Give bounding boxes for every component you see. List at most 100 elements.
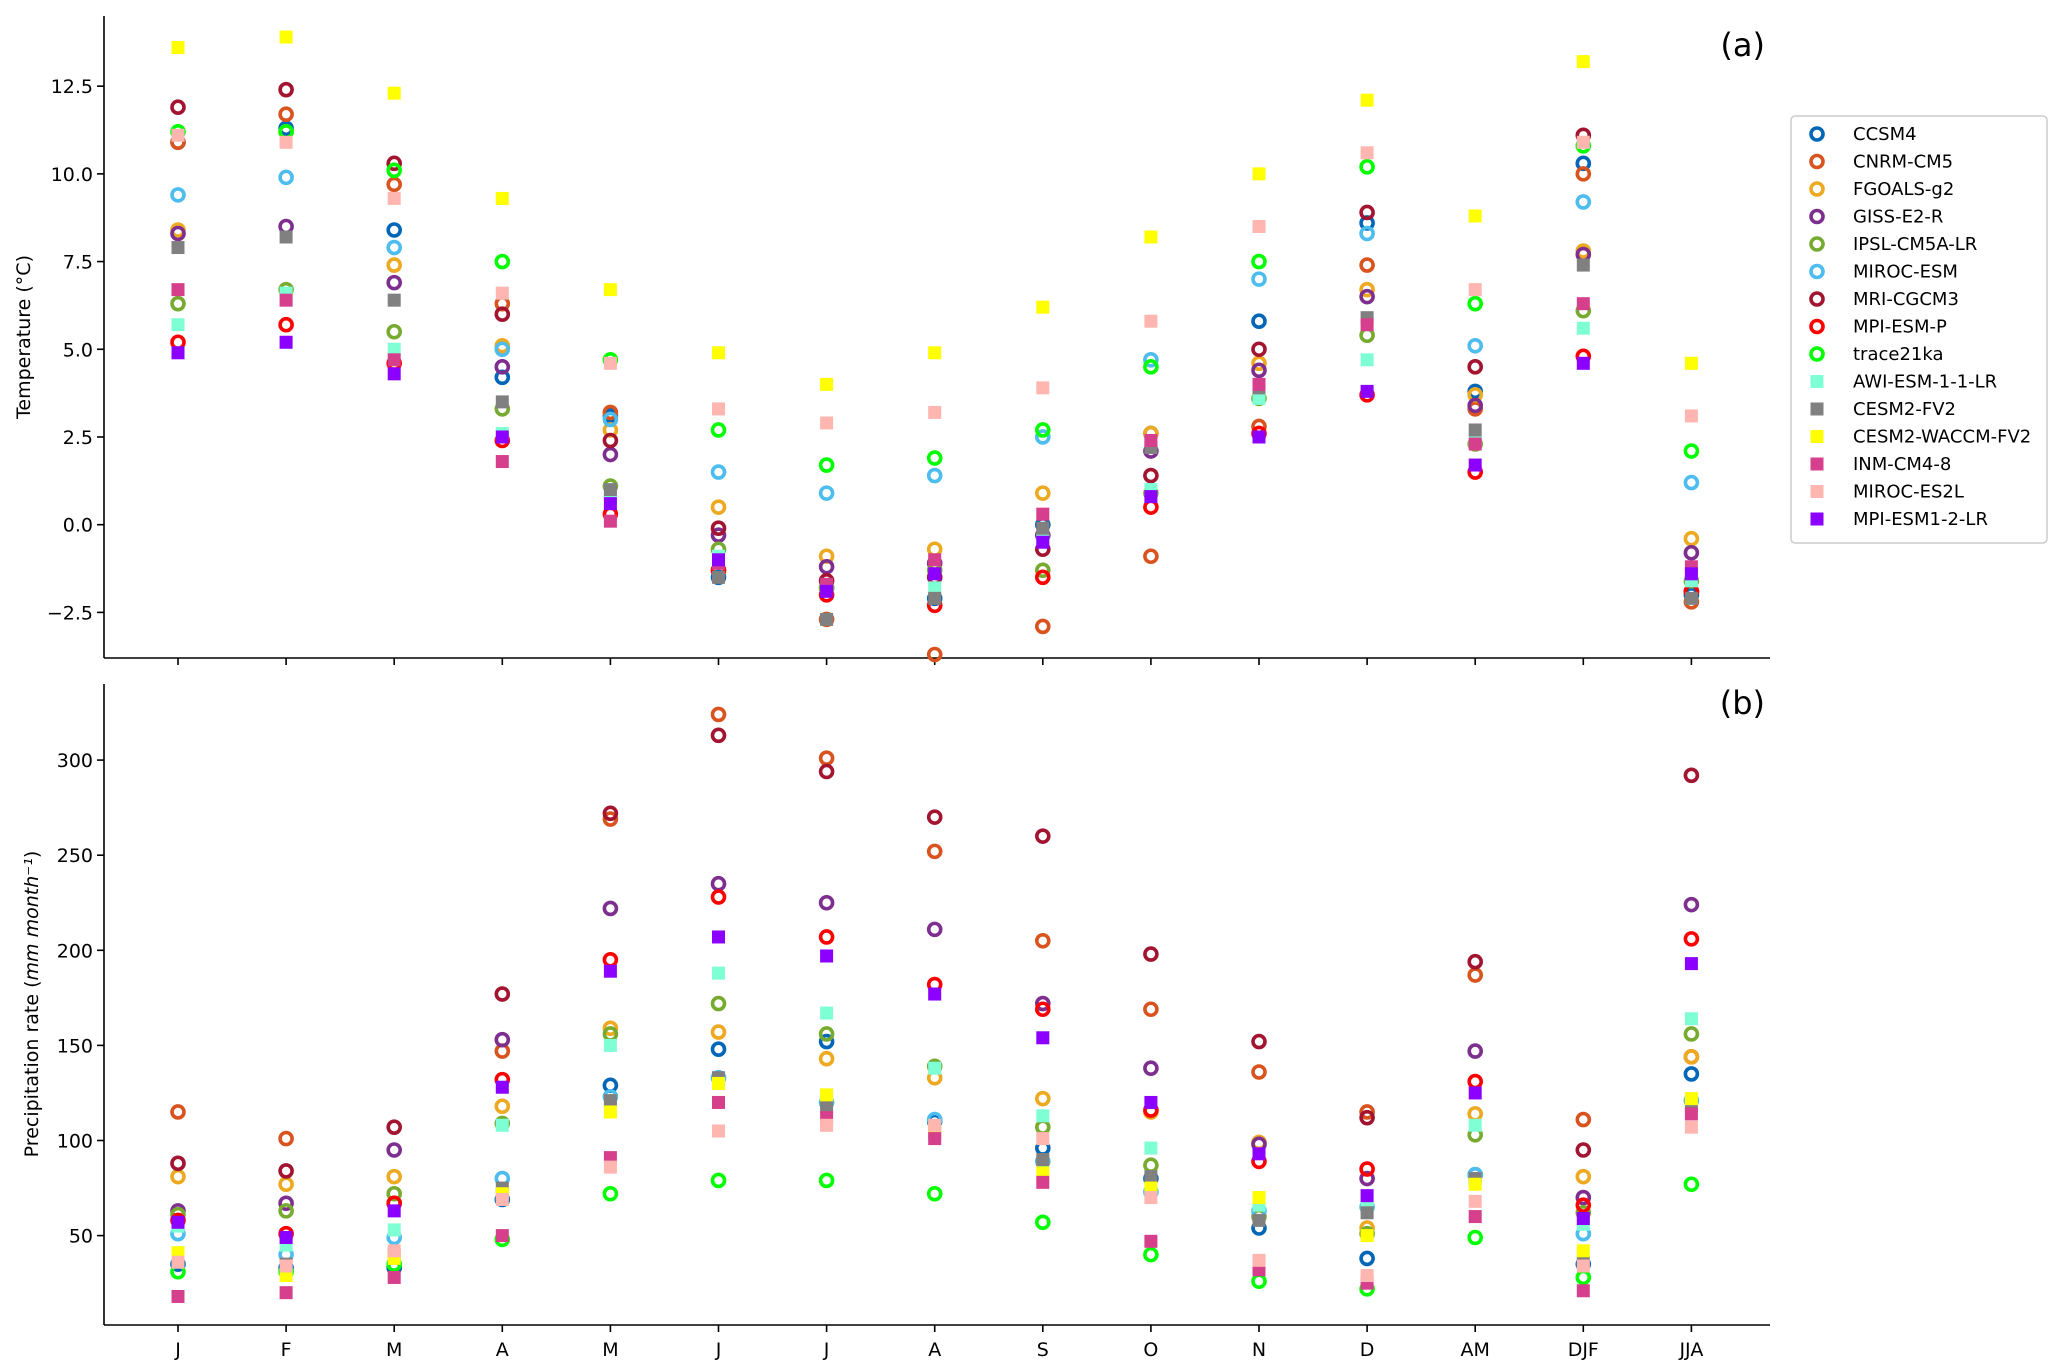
point-a-cnrm-cm5-4 [602,404,619,421]
point-a-cesm2-waccm-fv2-1 [279,30,293,44]
legend-frame [1790,115,2048,544]
point-a-giss-e2-r-6 [818,558,835,575]
point-b-ipsl-cm5a-lr-8 [1035,1119,1051,1135]
point-a-giss-e2-r-5 [710,527,727,544]
point-a-inm-cm4-8-7 [928,553,942,567]
point-b-awi-esm-1-1-lr-8 [1036,1109,1050,1123]
point-b-mpi-esm1-2-lr-6 [820,949,834,963]
point-b-inm-cm4-8-0 [171,1289,185,1303]
panel-b-y-axis-label: Precipitation rate (mm month⁻¹) [21,851,43,1158]
point-a-mri-cgcm3-1 [278,81,294,98]
point-b-mpi-esm-p-13 [1575,1197,1592,1213]
point-b-mpi-esm-p-4 [602,952,619,968]
point-a-giss-e2-r-2 [386,274,403,291]
temperature-panel: −2.5 0.0 2.5 5.0 7.5 10.0 12.5 Temperature (°C… [13,16,1770,665]
panel-b-x-ticks: J F M A M J J A S O N D AM DJF JJA [174,1325,1703,1361]
point-b-fgoals-g2-13 [1575,1168,1592,1185]
point-a-mpi-esm1-2-lr-7 [928,567,942,581]
legend: CCSM4 CNRM-CM5 FGOALS-g2 GISS-E2-R IPSL-CM5A… [1790,115,2048,544]
point-a-awi-esm-1-1-lr-0 [171,318,185,332]
point-b-inm-cm4-8-12 [1468,1210,1482,1224]
panel-b-y-tick-label: 200 [57,940,93,962]
point-b-inm-cm4-8-1 [279,1286,293,1300]
point-a-cesm2-waccm-fv2-4 [603,283,617,297]
panel-b-y-tick-label: 100 [57,1130,93,1152]
point-b-mpi-esm1-2-lr-5 [712,930,725,944]
point-a-giss-e2-r-4 [602,446,619,463]
point-a-miroc-es2l-7 [928,405,942,419]
point-a-inm-cm4-8-13 [1576,297,1590,311]
point-b-awi-esm-1-1-lr-3 [495,1118,509,1132]
point-b-miroc-es2l-11 [1360,1269,1374,1283]
point-b-fgoals-g2-12 [1467,1106,1483,1122]
point-a-awi-esm-1-1-lr-2 [387,342,401,356]
point-a-cesm2-waccm-fv2-0 [171,41,185,55]
legend-marker-mpi-esm1-2-lr [1810,512,1824,526]
point-b-giss-e2-r-2 [386,1142,403,1158]
point-a-ccsm4-10 [1251,313,1267,330]
point-a-giss-e2-r-10 [1251,362,1267,379]
panel-a-x-ticks [177,658,1693,665]
point-b-mpi-esm1-2-lr-8 [1036,1031,1050,1045]
point-a-miroc-esm-4 [602,411,619,428]
point-b-cnrm-cm5-1 [278,1130,294,1147]
point-a-ipsl-cm5a-lr-2 [386,323,403,340]
point-b-trace21ka-12 [1467,1229,1483,1246]
panel-a-y-tick-label: 10.0 [51,164,93,186]
point-a-mpi-esm1-2-lr-9 [1144,490,1158,504]
legend-marker-mpi-esm-p [1809,318,1825,335]
point-a-trace21ka-12 [1467,295,1483,312]
point-b-mpi-esm-p-14 [1683,931,1700,947]
point-a-cesm2-fv2-2 [387,293,401,307]
point-b-miroc-es2l-6 [820,1118,834,1132]
x-tick-label-f-1: F [281,1339,292,1361]
point-a-inm-cm4-8-9 [1144,433,1158,447]
legend-marker-ccsm4 [1809,126,1825,142]
point-b-fgoals-g2-4 [602,1020,619,1037]
point-a-miroc-es2l-13 [1576,135,1590,149]
legend-marker-miroc-esm [1809,263,1825,280]
point-b-cesm2-waccm-fv2-4 [603,1105,617,1119]
panel-a-y-tick-label: −2.5 [47,602,93,624]
point-b-mpi-esm1-2-lr-7 [928,987,942,1001]
point-a-cnrm-cm5-1 [278,106,294,123]
point-b-mpi-esm1-2-lr-14 [1684,957,1698,971]
point-a-giss-e2-r-14 [1683,544,1700,561]
legend-marker-cesm2-fv2 [1810,402,1824,416]
point-b-miroc-es2l-10 [1252,1253,1266,1267]
point-a-miroc-esm-0 [170,187,186,203]
point-a-mpi-esm-p-1 [278,316,294,333]
point-a-miroc-es2l-3 [495,286,509,300]
point-a-mpi-esm1-2-lr-14 [1684,567,1698,581]
panel-a-label: (a) [1720,26,1765,64]
point-b-cesm2-waccm-fv2-13 [1576,1244,1590,1258]
point-b-cesm2-waccm-fv2-10 [1252,1191,1266,1205]
point-b-mpi-esm1-2-lr-3 [495,1080,509,1094]
point-b-inm-cm4-8-14 [1684,1107,1698,1121]
point-b-cesm2-fv2-4 [603,1094,617,1108]
point-b-mpi-esm1-2-lr-12 [1468,1086,1482,1100]
point-b-cesm2-fv2-6 [820,1099,834,1113]
point-a-inm-cm4-8-0 [171,283,185,297]
point-b-ccsm4-6 [818,1033,835,1050]
x-tick-label-a-7: A [928,1339,941,1361]
point-a-trace21ka-2 [386,162,403,179]
point-b-inm-cm4-8-7 [928,1132,942,1146]
point-a-mpi-esm1-2-lr-4 [603,497,617,511]
point-b-trace21ka-14 [1683,1176,1700,1193]
point-b-fgoals-g2-5 [710,1024,727,1040]
point-b-fgoals-g2-3 [494,1098,511,1115]
point-a-mri-cgcm3-0 [170,99,186,116]
point-b-fgoals-g2-6 [818,1050,835,1067]
point-a-miroc-es2l-14 [1684,409,1698,423]
point-a-cesm2-fv2-1 [279,230,293,244]
point-b-fgoals-g2-2 [386,1168,403,1185]
point-b-mpi-esm1-2-lr-2 [387,1204,401,1218]
point-a-cesm2-fv2-7 [928,591,942,605]
point-a-cnrm-cm5-9 [1143,548,1159,565]
x-tick-label-a-3: A [496,1339,509,1361]
point-b-fgoals-g2-14 [1683,1049,1700,1065]
point-b-inm-cm4-8-9 [1144,1234,1158,1248]
